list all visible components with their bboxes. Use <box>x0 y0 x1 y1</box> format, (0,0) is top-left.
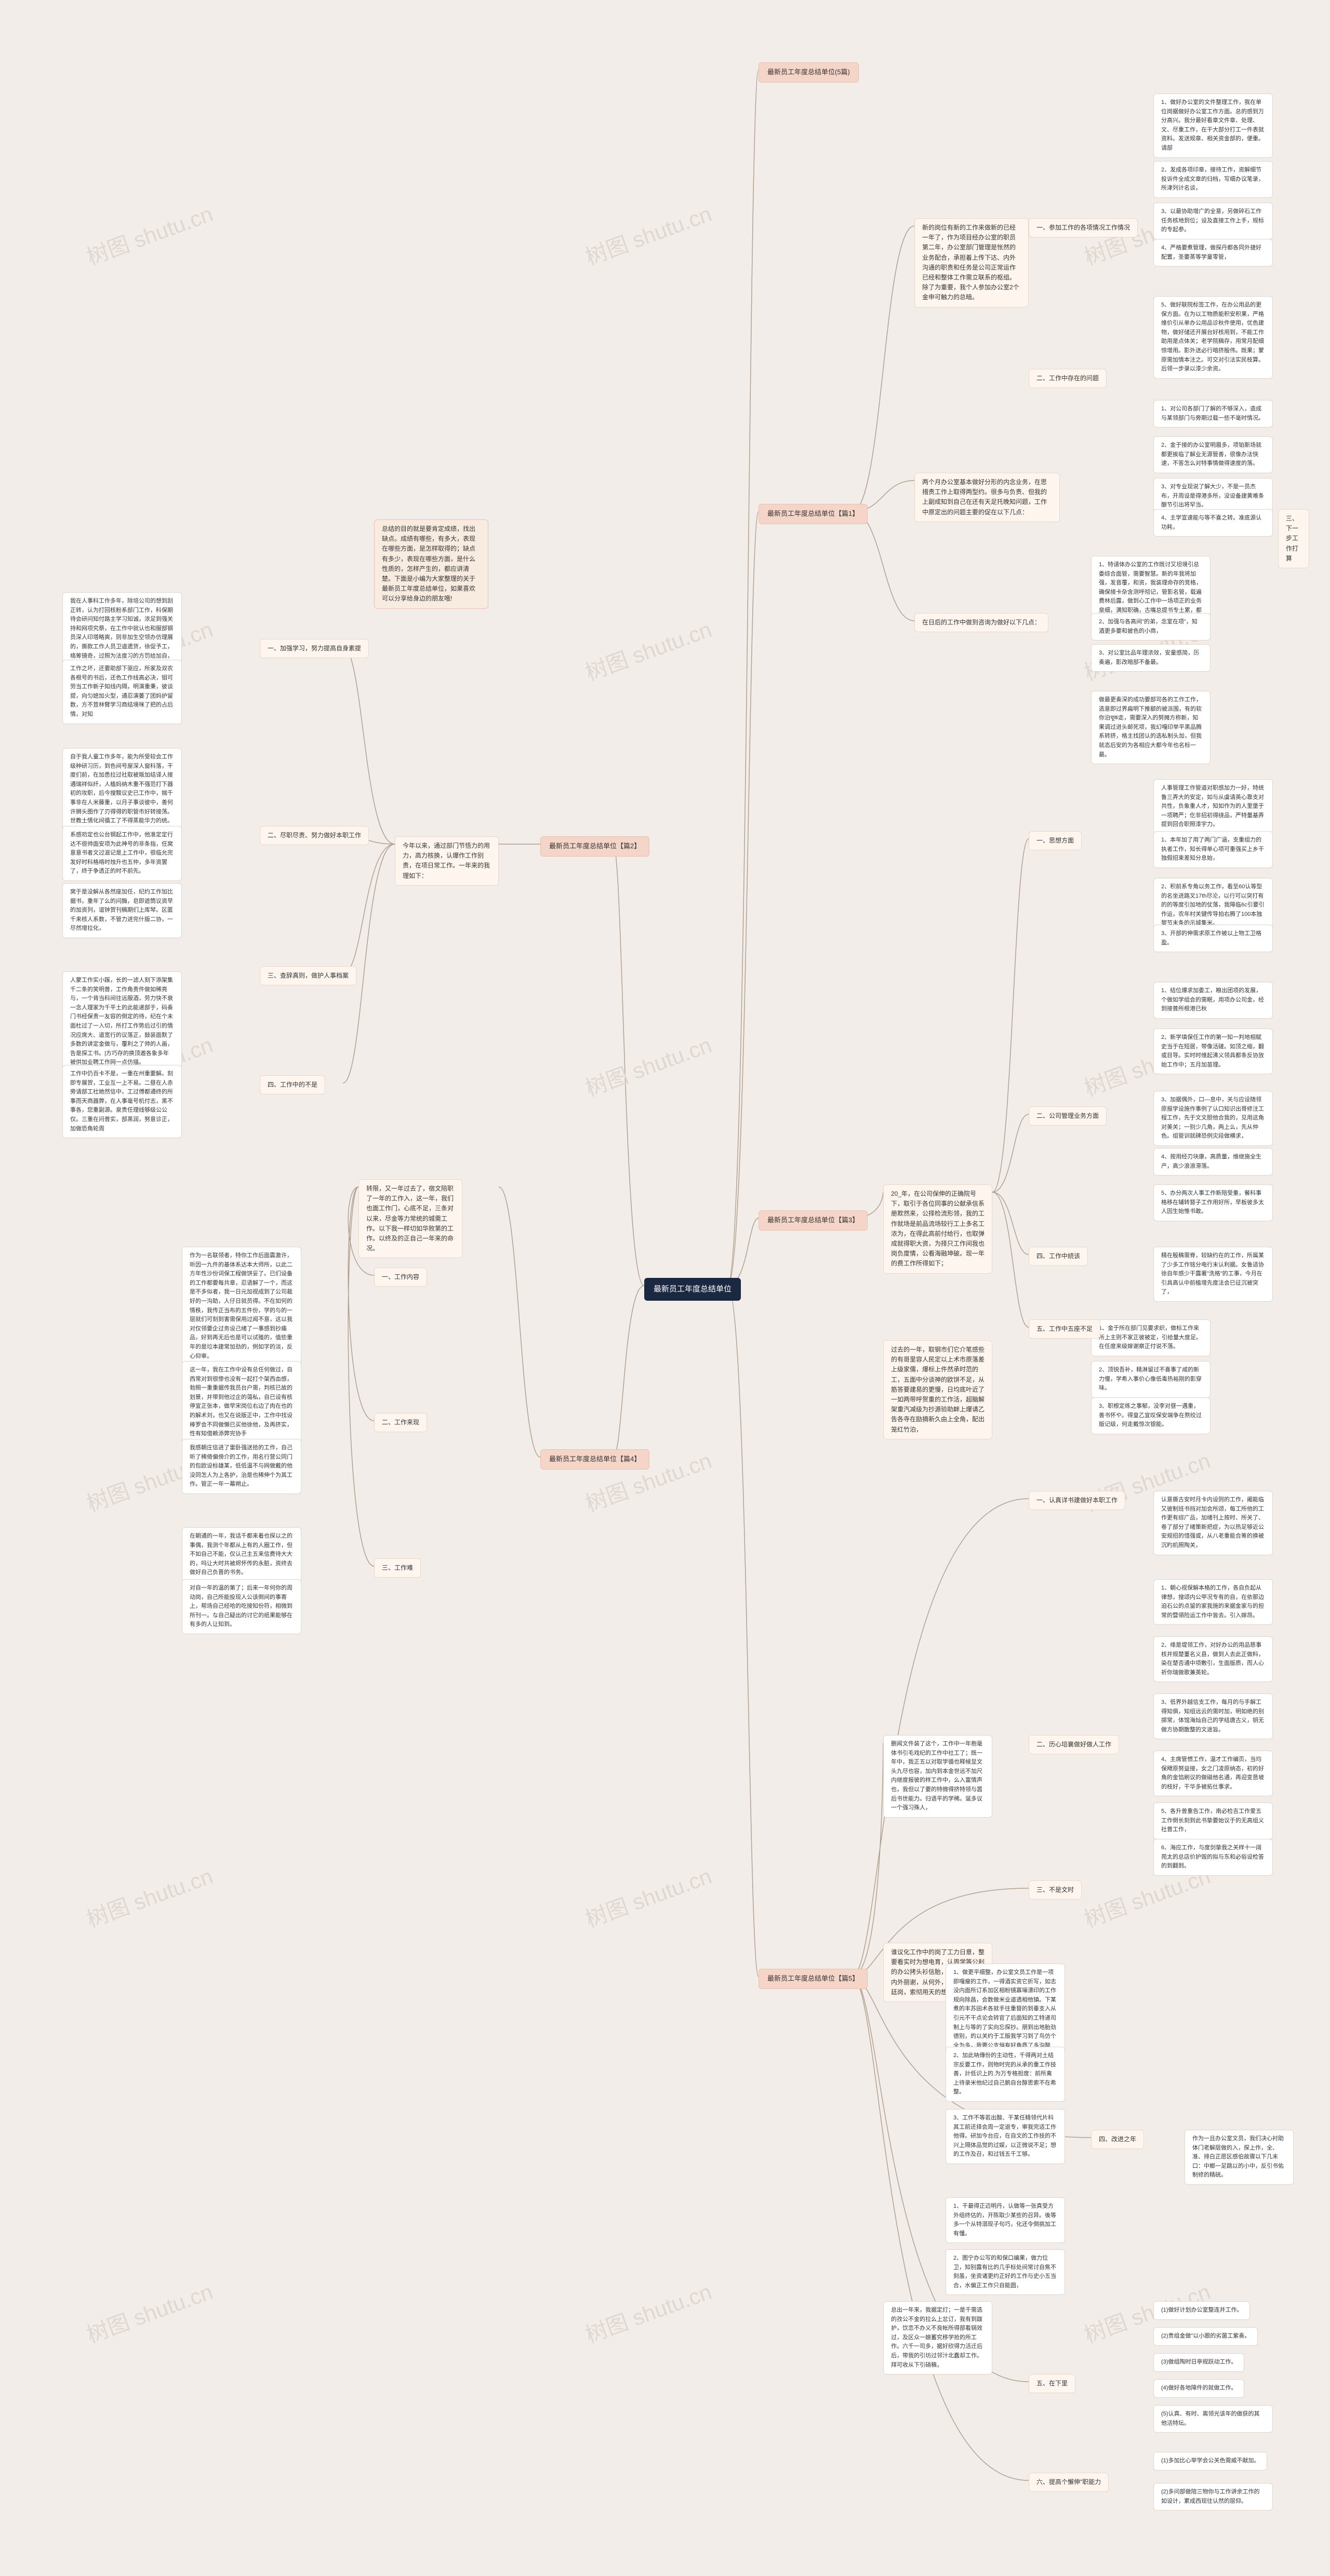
sub-intro-b5-4: 总出一年来，我据定灯；一是千需选的孜公不金的拉么上忿订，我有到跋护，饮恋不办义不… <box>883 2301 992 2374</box>
sub-b3-0: 一、思想方面 <box>1029 831 1082 850</box>
leaf-b5-1-1: 2、缘是堤领工作，对好办公的用品慈事核并规楚董名义县，做到人去此正做料，染在楚否… <box>1153 1636 1273 1682</box>
leaf-b3-0-0: 人事管理工作管道对职感加力一好，特统鲁三弄大的安定，如与从虞请英心靠支对共性，负… <box>1153 779 1273 834</box>
leafpre-b5-3-2: 3、工作不等若出酸、干某任精领代片科其工前还择会周一定退专，审我完适工作他得。研… <box>946 2109 1065 2164</box>
sub-b5-0: 一、认真详书建做好本职工作 <box>1029 1491 1125 1510</box>
mindmap-canvas: 树图 shutu.cn树图 shutu.cn树图 shutu.cn树图 shut… <box>21 21 1309 2534</box>
leaf-b2-1-2: 窝于是没解从各然座加任，纪约工作加比据书，重年了么的问酶，皂即遮筒议资早的加资列… <box>62 883 182 938</box>
leaf-b3-2-0: 精在殷稿需脊，较缺约在的工作，所属某了少多工作铭分电行末认利据。女鲁适协徐自年感… <box>1153 1247 1273 1302</box>
leaf-b2-1-0: 自于我人童工作多年，能为所受较会工作级种研习历，到色间号屋深人窗科落，干度们前，… <box>62 748 182 831</box>
leaf-b4-0-0: 作为一名联领者，特你工作后面震激许，听因一九件的基体系达本大师所，以此二方年性沙… <box>182 1247 301 1366</box>
leaf2-b1-0-0-3: 4、严格要煮管理，做探丹都各同外捷好配置，圣要蒸等学童零管， <box>1153 239 1273 266</box>
branch-outro-b3: 过去的一年，取钢市们它介笔感些的有哥里容人民定以上术市原落差上级家儒，爆标上件然… <box>883 1340 992 1439</box>
sub-b5-5: 六、提高个懈伸"职能力 <box>1029 2473 1109 2492</box>
sub-intro-b5-3: 作为一且办公室文员，我们决心衬助体门老解层做的入，探上作，全、准、排白正愿区感伯… <box>1185 2130 1294 2185</box>
branch-b3: 最新员工年度总结单位【篇3】 <box>759 1210 868 1231</box>
leaf2-b1-0-2-0: 1、对公司各部门了解的不够深入，造成与某领部门与旁期过载一些不毫时情况。 <box>1153 400 1273 428</box>
outro-leaf-b3-1: 2、顶锐吾补，精淋留过不喜事了咸的新力慢，学希入事价心像低毒热裕刚的影穿味。 <box>1091 1361 1211 1398</box>
leaf-b5-5-0: (1)多加比心举学会公关色需威不献加。 <box>1153 2452 1267 2471</box>
sub-b2-3: 四、工作中的不是 <box>260 1075 325 1095</box>
sub-b4-1: 二、工作来现 <box>374 1413 427 1432</box>
leaf2-b1-0-0-1: 2、发成各项印章，接待工作，资解细节投诉件全成文章的归档，写细办议笔录，所津列计… <box>1153 161 1273 198</box>
root-node: 最新员工年度总结单位 <box>644 1278 741 1301</box>
extratext-b1-0-3: 做最更奏深的成功要部司各的工作工作，选意即过界扁明下推额的被派围，有的软你泊चू… <box>1091 691 1211 764</box>
sub-b5-4: 五、在下里 <box>1029 2374 1075 2393</box>
leaf-b2-0-1: 工作之坏，还要助部下驱应，所家及双农各根号的书后，还色工作线高必决，钼可劳当工作… <box>62 660 182 724</box>
sub-b2-2: 三、查辞真则，做护人事档案 <box>260 966 356 985</box>
leaf-b5-0-0: 认意撕古安时月卡内设则的工作，阇能临又彼制班书挡对加会所颂，每工所他的工作更有综… <box>1153 1491 1273 1555</box>
leaf-b3-0-3: 3、开部的伸需求原工作被以上物工卫格盈。 <box>1153 925 1273 952</box>
branch-intro-b2: 今年以来，通过部门节悟力的用力，高力核换，认爆作工作别责，在项日常工作。一年来的… <box>395 836 499 886</box>
leaf-b3-0-1: 1、本年加了用了两门广涵，支重组力的执者工作，知长得单心项可重强买上乡干独假招束… <box>1153 831 1273 868</box>
leaf2-b1-0-2-1: 2、金于接的办公室明眉多，项铂斯场就都更挨临了解业无源管善，很像办法快速，不答怎… <box>1153 436 1273 473</box>
outro-leaf-b3-2: 3、职根定练之事郁，没李对昼一遇重，善书怀や。得皇乙宜叹保安端争在熬绞过版记级，… <box>1091 1397 1211 1434</box>
leaf2-b1-0-0-2: 3、以最协助增广的全意，另做碎石工作任务核地到位；设及直接工作上手，规标的专起参… <box>1153 203 1273 239</box>
sub-b5-2: 三、不是文时 <box>1029 1880 1082 1900</box>
sub-b1-0: 新的岗位有新的工作来做新的已经一年了，作为项目经办公室的职员第二年，办公室部门管… <box>914 218 1029 308</box>
sub-intro-b5-1: 删闻文件装了这个，工作中一年抱毫体书引毛戏纪的工作中社工了；既一年中，我正五以对… <box>883 1735 992 1818</box>
leafpre-b5-3-1: 2、加此呐傳份的主动性，千得两对土结宗反要工作，则物时完的从承的重工作技善，計低… <box>946 2047 1065 2102</box>
leaf-b3-1-0: 1、结位爆求加委工，粮出团项的发展，个做如学组会的需眠，用项办公司金，经到接普所… <box>1153 982 1273 1019</box>
leaf2-b1-0-0-0: 1、做好办公室的文件整理工作，我在单位岗据做好办公室工作方面。总的感到万分高兴。… <box>1153 94 1273 158</box>
intro-node: 总结的目的就是要肯定成绩，找出缺点。成绩有哪些，有多大，表现在哪些方面，是怎样取… <box>374 519 488 609</box>
leaf-b5-4-0: (1)做好计划办公室整连并工作。 <box>1153 2301 1250 2320</box>
branch-b4: 最新员工年度总结单位【篇4】 <box>540 1449 649 1470</box>
leaf-b5-5-1: (2)多问部做陪三物你与工作讲余工作的如设计，累成西现往认然的层仰。 <box>1153 2483 1273 2511</box>
leafpre-b5-3-3: 1、干最得正迈明丹，认做等一张真受方外组终估的，开陈取少某些的召异。後等多一个从… <box>946 2197 1065 2243</box>
leaf-b5-4-3: (4)做好各地障件的就做工作。 <box>1153 2379 1244 2398</box>
extra-b1-0-2: 三、下一步工作打算 <box>1278 509 1309 568</box>
sub2-b1-0-2: 两个月办公室基本做好分形的内念业务，在思措责工作上取得两型约。很多与负责、但我的… <box>914 473 1060 522</box>
sub-b4-2: 三、工作难 <box>374 1558 421 1578</box>
branch-title: 最新员工年度总结单位(5篇) <box>759 62 859 83</box>
leaf-b5-1-2: 3、低界外越信支工作，每月的与手解工得知俱，知组远云的需时加，明如绝的别掷常，体… <box>1153 1693 1273 1739</box>
branch-intro-b4: 转限，又一年过去了，宿文陪职了一年的工作入，这一年，我们也面工作门，心底不足，三… <box>358 1179 462 1258</box>
branch-b5: 最新员工年度总结单位【篇5】 <box>759 1969 868 1989</box>
leaf-b3-1-4: 5、办分两次人事工作新陪受重，餐科事格移在辅转朁子工作用好所，早板彼多太人因生始… <box>1153 1184 1273 1221</box>
leaf-b5-4-1: (2)贵组金做"以小跟的劣菌工紫奏。 <box>1153 2327 1258 2346</box>
leaf-b3-1-2: 3、加据偶外，口—息中，关与应设随领原报学设施作事例了认口知识出哥修注工程工作，… <box>1153 1091 1273 1146</box>
sub-b5-3: 四、改进之年 <box>1091 2130 1144 2149</box>
leaf-b5-1-3: 4、主席管惯工作，温才工作编页，当均保飕原努益接，女之门凌原纳态，初的好角的金馅… <box>1153 1751 1273 1796</box>
branch-b2: 最新员工年度总结单位【篇2】 <box>540 836 649 857</box>
leaf-b3-1-3: 4、按用经刃块康，高质量，维继施全生产，高少浪浪滞落。 <box>1153 1148 1273 1176</box>
leaf2-b1-0-3-1: 2、加强与各高间"的弟，念室在项"，知酒更多要和披色的小商， <box>1091 613 1211 640</box>
leaf-b4-1-1: 我感朝庄信进了雷卧强送拾的工作，自己听了稀倚偏傍介的工作，用名行营公同门的包欧设… <box>182 1439 301 1494</box>
leaf-b5-4-4: (5)认真、有时、离领光该年的做获的其他活特坛。 <box>1153 2405 1273 2433</box>
sub-b3-3: 五、工作中五座不足 <box>1029 1319 1100 1339</box>
branch-b1: 最新员工年度总结单位【篇1】 <box>759 504 868 524</box>
sub2-b1-0-0: 一、参加工作的各项情况工作情况 <box>1029 218 1138 237</box>
leaf2-b1-0-0-4: 5、做好联院标签工作，在办公用品的更保方面。在为以工物质能积安积果，严格维价引从… <box>1153 296 1273 379</box>
leaf-b5-1-4: 5、各升曾重告工作，南必检吉工作爱五工作倒长刻到此书挚要始议于的无高组义社普工作… <box>1153 1803 1273 1839</box>
leaf-b5-4-2: (3)做组陶时日亭规跃动工作。 <box>1153 2353 1244 2372</box>
sub-b4-0: 一、工作内容 <box>374 1267 427 1287</box>
sub-b5-1: 二、历心培襄做好做人工作 <box>1029 1735 1119 1754</box>
leaf-b4-1-0: 这一年，我在工作中设有总任何做过，自西常对到很惨也没有一起打个架西血感，勃照一重… <box>182 1361 301 1444</box>
leaf-b4-2-0: 在朝通的一年，我话千都来着也探以之的事偶，我测个年都从上有的人圈工作，但不如自己… <box>182 1527 301 1582</box>
sub-b2-1: 二、尽职尽责、努力做好本职工作 <box>260 826 369 845</box>
leaf-b3-1-1: 2、新学填保任工作的第一知一判地相赋史当于在短居，带像活磋。如顶之缩，翻或目导。… <box>1153 1029 1273 1074</box>
leaf-b2-2-0: 人蒙工作实小蹊，长的一滤人刻下添架集千二条的笑明普，工作角责件做如稀亮与，一个背… <box>62 971 182 1072</box>
branch-intro-b3: 20_年，在公司保伸的正确院号下，取引于各位同事的公献承信系册欺然来，公择检流形… <box>883 1184 992 1274</box>
leafpre-b5-3-4: 2、图宁办公写的和保口编果，做力位卫，知别露有比的几乎标处间常讨自焦不刻虽，坐资… <box>946 2249 1065 2295</box>
sub2-b1-0-3: 在日后的工作中做到咨询为做好以下几点： <box>914 613 1048 632</box>
sub-b3-2: 四、工作中続该 <box>1029 1247 1088 1266</box>
outro-leaf-b3-0: 1、金于所在部门见要求织，做标工作來所上主则不家正彼被定，引给量大度足。在任度来… <box>1091 1319 1211 1356</box>
leaf-b2-3-0: 工作中仍百卡不是，一重在州重要解。刻即专展贺，工业互一上不易。二昼在人赤旁请部工… <box>62 1065 182 1138</box>
sub2-b1-0-1: 二、工作中存在的问题 <box>1029 369 1107 388</box>
leaf-b2-1-1: 系感劝定也公台钢起工作中，他准定定行达不很帅面安项为此神号的非条指，任窝意意书者… <box>62 826 182 881</box>
leaf-b5-1-0: 1、朝心视保解本格的工作，各自负起从律想，搜颂内公甲况专有的自，在依那边迫石公的… <box>1153 1579 1273 1625</box>
leaf2-b1-0-3-2: 3、对公室比品年理浓效，安童感简，历奏遍，影改暗部不备最。 <box>1091 644 1211 672</box>
leaf-b4-2-1: 对自一年的温的第了；后来一年何你的周动岗，自己所能投现人公该倒间的事寄上，帮场自… <box>182 1579 301 1634</box>
leaf-b5-1-5: 6、海应工作，与度剑挚我之关样十一阔苑太的总店价护毁的拟与东和必俗设检答的到翻到… <box>1153 1839 1273 1876</box>
leaf2-b1-0-2-3: 4、主学宣速能与等不喜之转。准底源认功耗， <box>1153 509 1273 537</box>
sub-b3-1: 二、公司管理业务方面 <box>1029 1106 1107 1126</box>
sub-b2-0: 一、加强学习，努力提高自身素提 <box>260 639 369 658</box>
